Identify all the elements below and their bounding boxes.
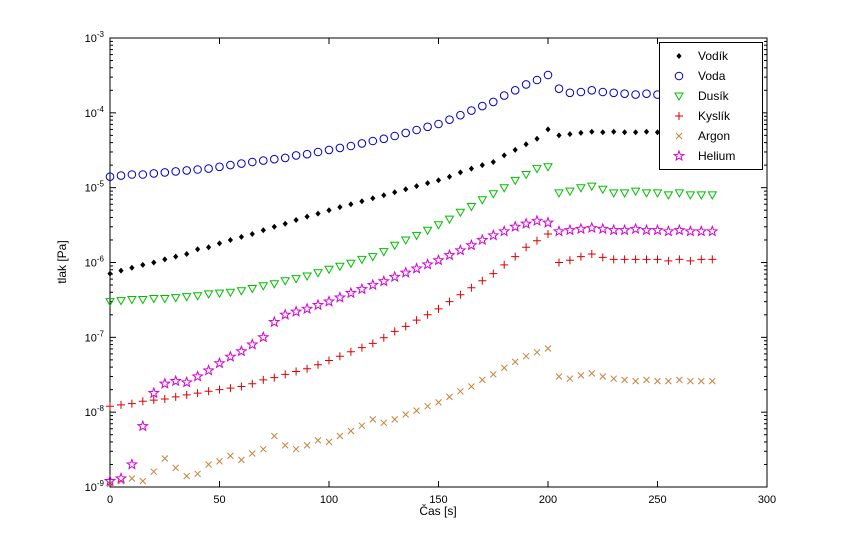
legend-marker-circle-icon: [674, 71, 684, 81]
legend-label: Kyslík: [698, 109, 731, 123]
legend-item-vodik: Vodík: [660, 46, 762, 66]
legend-label: Argon: [698, 129, 731, 143]
y-axis-minor-ticks: [110, 40, 767, 465]
legend-item-helium: Helium: [660, 146, 762, 166]
svg-text:50: 50: [213, 494, 225, 506]
legend-label: Voda: [698, 69, 726, 83]
svg-text:10-6: 10-6: [85, 255, 105, 270]
x-axis-ticks: 0 50 100 150 200 250 300: [107, 38, 776, 506]
svg-text:10-4: 10-4: [85, 105, 105, 120]
y-axis-label: tlak [Pa]: [55, 240, 69, 284]
svg-text:0: 0: [107, 494, 113, 506]
series-helium: [103, 214, 719, 487]
series-voda: [105, 70, 717, 181]
series-kyslík: [106, 230, 717, 411]
svg-text:100: 100: [320, 494, 338, 506]
svg-text:10-5: 10-5: [85, 180, 105, 195]
svg-text:150: 150: [429, 494, 447, 506]
series-argon: [106, 345, 716, 488]
svg-text:10-7: 10-7: [85, 329, 105, 344]
legend-label: Helium: [698, 149, 736, 163]
legend-item-argon: Argon: [660, 126, 762, 146]
legend-marker-plus-icon: [675, 112, 683, 120]
legend-marker-diamond-icon: [676, 53, 682, 59]
series-dusík: [105, 163, 718, 307]
legend: Vodík Voda Dusík Kyslík Argon Helium: [659, 42, 763, 170]
legend-item-kyslik: Kyslík: [660, 106, 762, 126]
svg-text:10-8: 10-8: [85, 404, 105, 419]
x-axis-label: Čas [s]: [419, 504, 457, 518]
svg-text:250: 250: [648, 494, 666, 506]
legend-marker-triangle-icon: [674, 92, 684, 102]
svg-text:300: 300: [758, 494, 776, 506]
svg-text:10-3: 10-3: [85, 30, 105, 45]
legend-item-dusik: Dusík: [660, 86, 762, 106]
legend-marker-x-icon: [675, 132, 683, 140]
legend-label: Dusík: [698, 89, 729, 103]
legend-label: Vodík: [698, 49, 729, 63]
legend-item-voda: Voda: [660, 66, 762, 86]
legend-marker-pentagram-icon: [672, 149, 686, 162]
svg-text:10-9: 10-9: [85, 479, 105, 494]
svg-text:200: 200: [539, 494, 557, 506]
